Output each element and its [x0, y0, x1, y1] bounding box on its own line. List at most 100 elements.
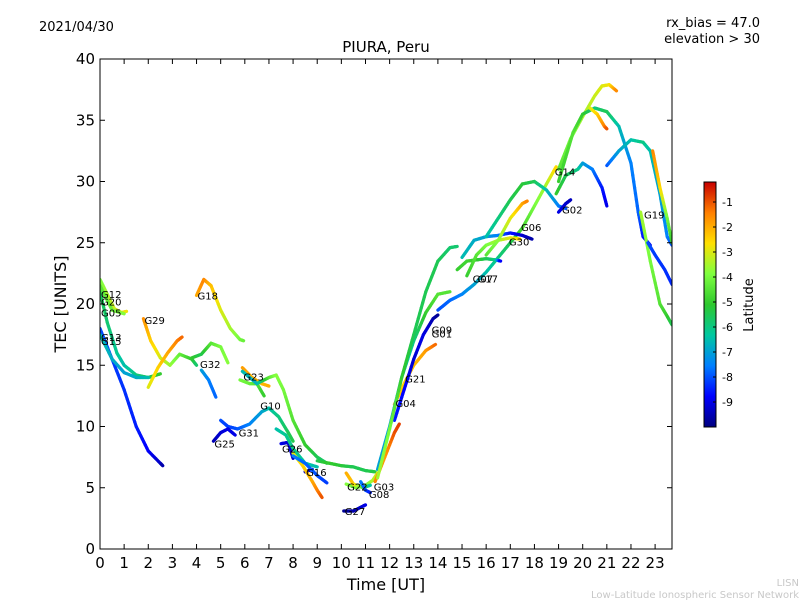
series-g12 [100, 284, 126, 316]
series-label: G23 [243, 372, 263, 383]
series-g10 [240, 369, 329, 465]
series-segment [225, 359, 230, 365]
series-g07 [436, 165, 558, 312]
x-tick-label: 11 [356, 554, 375, 572]
date-label: 2021/04/30 [39, 20, 114, 35]
series-segment [397, 422, 401, 427]
x-tick-label: 20 [573, 554, 592, 572]
series-label: G04 [395, 399, 415, 410]
series-g32 [190, 341, 230, 365]
series-label: G01 [432, 329, 452, 340]
colorbar-tick-label: -9 [722, 396, 733, 409]
series-g08 [359, 480, 372, 495]
chart-title: PIURA, Peru [342, 38, 429, 56]
series-g19d [651, 149, 672, 245]
series-segment [613, 88, 619, 93]
series-segment [604, 202, 609, 208]
watermark-title: LISN [777, 578, 799, 589]
series-g13 [100, 326, 165, 468]
series-label: G05 [101, 309, 121, 320]
y-tick-label: 15 [76, 356, 95, 374]
series-g18 [194, 277, 246, 343]
series-layer [100, 83, 672, 513]
y-tick-label: 35 [76, 111, 95, 129]
series-segment [290, 438, 295, 443]
plot-frame [99, 58, 673, 550]
x-axis-ticks: 0 1 2 3 4 5 6 7 8 9 10 11 12 13 14 15 16 17 18 19 20 21 22 23 [95, 59, 665, 572]
colorbar-tick-label: -7 [722, 346, 733, 359]
x-tick-label: 6 [240, 554, 250, 572]
series-label: G12 [101, 290, 121, 301]
series-label: G31 [239, 429, 259, 440]
series-g17 [455, 257, 503, 272]
series-label: G10 [260, 402, 280, 413]
y-tick-label: 30 [76, 173, 95, 191]
x-tick-label: 5 [216, 554, 226, 572]
x-tick-label: 13 [404, 554, 423, 572]
x-tick-label: 0 [95, 554, 105, 572]
x-tick-label: 19 [549, 554, 568, 572]
y-axis-label: TEC [UNITS] [51, 256, 70, 354]
series-g30 [465, 236, 522, 278]
series-label: G13 [101, 333, 121, 344]
colorbar-label: Latitude [742, 278, 757, 332]
y-tick-label: 40 [76, 50, 95, 68]
series-segment [232, 432, 237, 437]
colorbar-tick-label: -2 [722, 221, 733, 234]
series-segment [213, 393, 218, 399]
series-g16c [291, 454, 329, 485]
series-g25 [211, 427, 237, 443]
colorbar-tick-label: -5 [722, 296, 733, 309]
y-tick-label: 10 [76, 418, 95, 436]
x-tick-label: 21 [597, 554, 616, 572]
series-label: G27 [345, 507, 365, 518]
x-tick-label: 3 [168, 554, 178, 572]
series-g09 [392, 313, 440, 422]
series-segment [261, 392, 266, 398]
series-g19c [646, 241, 672, 286]
colorbar-ticks: -1 -2 -3 -4 -5 -6 -7 -8 -9 [713, 196, 733, 409]
colorbar-tick-label: -8 [722, 371, 733, 384]
x-tick-label: 4 [192, 554, 202, 572]
y-tick-label: 5 [85, 479, 95, 497]
series-g31 [219, 406, 295, 443]
series-label: G14 [555, 168, 575, 179]
series-segment [553, 165, 558, 171]
series-g02 [556, 198, 573, 214]
series-g06 [484, 179, 568, 239]
x-tick-label: 22 [621, 554, 640, 572]
series-label: G30 [509, 238, 529, 249]
y-tick-label: 25 [76, 234, 95, 252]
series-g09b [375, 244, 459, 480]
series-label: G02 [562, 206, 582, 217]
y-tick-label: 0 [85, 540, 95, 558]
series-label: G09 [432, 326, 452, 337]
x-tick-label: 10 [332, 554, 351, 572]
series-label: G08 [369, 490, 389, 501]
series-g19b [639, 210, 672, 327]
x-tick-label: 8 [288, 554, 298, 572]
series-segment [432, 342, 438, 347]
series-label: G16 [306, 468, 326, 479]
series-label: G21 [405, 375, 425, 386]
series-segment [319, 495, 324, 500]
series-g27 [342, 503, 368, 513]
x-tick-label: 16 [477, 554, 496, 572]
series-label: G22 [347, 483, 367, 494]
series-label: G26 [282, 445, 302, 456]
x-tick-label: 14 [428, 554, 447, 572]
colorbar-tick-label: -6 [722, 321, 733, 334]
x-tick-label: 18 [525, 554, 544, 572]
x-tick-label: 17 [501, 554, 520, 572]
series-label: G03 [374, 483, 394, 494]
watermark-subtitle: Low-Latitude Ionospheric Sensor Network [591, 590, 799, 600]
series-label: G32 [200, 360, 220, 371]
series-g14d [588, 106, 609, 131]
series-segment [324, 480, 329, 485]
series-label: G29 [144, 316, 164, 327]
x-tick-label: 7 [264, 554, 274, 572]
x-tick-label: 12 [380, 554, 399, 572]
y-axis-ticks: 0 5 10 15 20 25 30 35 40 [76, 50, 672, 558]
colorbar [703, 181, 717, 428]
